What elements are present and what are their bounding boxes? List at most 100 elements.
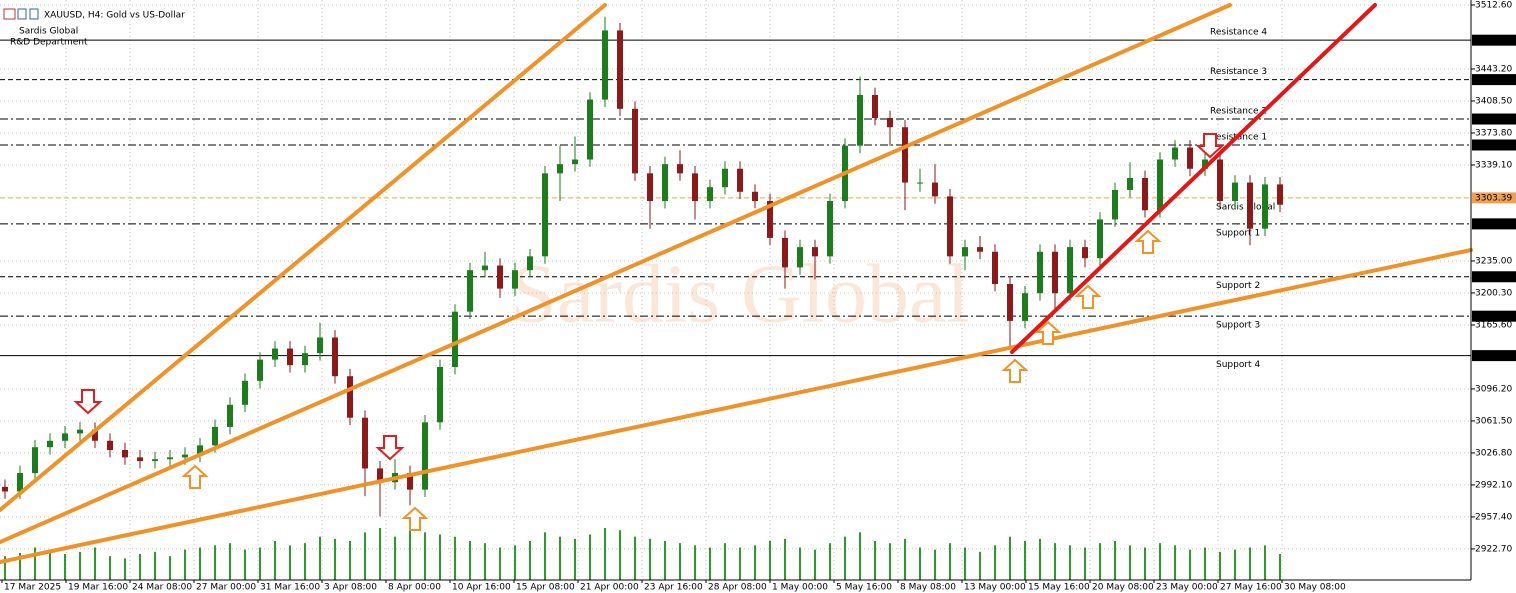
x-tick-label: 13 May 00:00	[964, 583, 1026, 593]
volume-bar	[34, 547, 36, 580]
candle-body	[302, 353, 308, 366]
candle-body	[602, 30, 608, 100]
volume-bar	[169, 556, 171, 580]
volume-bar	[769, 541, 771, 580]
volume-bar	[709, 547, 711, 580]
volumes	[4, 528, 1281, 580]
trendline	[0, 248, 1473, 564]
candle-body	[377, 468, 383, 483]
candle-body	[827, 201, 833, 257]
subtitle: Sardis Global	[19, 27, 78, 37]
volume-bar	[904, 538, 906, 580]
candle-body	[1202, 159, 1208, 169]
candle-body	[557, 164, 563, 174]
x-tick-label: 31 Mar 16:00	[260, 583, 320, 593]
arrows	[73, 133, 1225, 531]
x-tick-label: 15 Apr 08:00	[516, 583, 575, 593]
volume-bar	[754, 545, 756, 580]
level-price: 3474.43	[1475, 36, 1512, 46]
volume-bar	[1009, 536, 1011, 580]
candle-body	[752, 191, 758, 202]
candle-body	[1067, 247, 1073, 294]
volume-bar	[319, 536, 321, 580]
volume-bar	[799, 547, 801, 580]
candle-body	[932, 182, 938, 197]
up-arrow	[1001, 358, 1029, 383]
candle-body	[512, 270, 518, 289]
volume-bar	[1069, 545, 1071, 580]
candle-body	[212, 426, 218, 446]
volume-bar	[199, 547, 201, 580]
candle-body	[1022, 293, 1028, 321]
volume-bar	[409, 530, 411, 580]
y-tick-label: 2992.10	[1475, 480, 1512, 490]
candle-body	[1262, 184, 1268, 229]
candle-body	[767, 201, 773, 238]
candle-body	[677, 164, 683, 174]
volume-bar	[1204, 547, 1206, 580]
level-price: 3175.11	[1475, 312, 1512, 322]
candle-body	[257, 359, 263, 381]
level-name: Support 1	[1216, 228, 1260, 238]
y-tick-label: 3096.20	[1475, 384, 1512, 394]
volume-bar	[1174, 545, 1176, 580]
candle-body	[482, 265, 488, 271]
volume-bar	[484, 543, 486, 580]
y-tick-label: 3061.50	[1475, 416, 1512, 426]
volume-bar	[154, 551, 156, 580]
candle-body	[857, 94, 863, 146]
candle-body	[962, 247, 968, 257]
volume-bar	[964, 547, 966, 580]
volume-bar	[229, 543, 231, 580]
watermark: Sardis Global	[510, 247, 970, 340]
x-tick-label: 8 May 08:00	[900, 583, 956, 593]
volume-bar	[454, 536, 456, 580]
candle-body	[47, 440, 53, 448]
candle-body	[1052, 251, 1058, 294]
candle-body	[437, 366, 443, 423]
x-tick-label: 17 Mar 2025	[4, 583, 61, 593]
down-arrow	[375, 435, 405, 461]
x-tick-label: 19 Mar 16:00	[68, 583, 128, 593]
level-price: 3388.91	[1475, 115, 1512, 125]
candle-body	[107, 440, 113, 450]
candle-body	[527, 256, 533, 271]
x-tick-label: 27 May 16:00	[1220, 583, 1282, 593]
volume-bar	[244, 549, 246, 580]
level-name: Resistance 2	[1210, 107, 1267, 117]
x-tick-label: 24 Mar 08:00	[132, 583, 192, 593]
volume-bar	[829, 543, 831, 580]
icon	[29, 8, 39, 20]
y-tick-label: 2957.40	[1475, 512, 1512, 522]
x-tick-label: 20 May 08:00	[1092, 583, 1154, 593]
y-tick-label: 3339.10	[1475, 160, 1512, 170]
volume-bar	[109, 556, 111, 580]
volume-bar	[934, 549, 936, 580]
trendline	[1010, 3, 1377, 354]
level-price: 3360.75	[1475, 141, 1512, 151]
level-price-box	[1472, 350, 1516, 362]
candle-body	[872, 94, 878, 119]
volume-bar	[379, 528, 381, 580]
volume-bar	[49, 549, 51, 580]
volume-bar	[889, 543, 891, 580]
volume-bar	[604, 528, 606, 580]
x-tick-label: 5 May 16:00	[836, 583, 892, 593]
level-name: Resistance 3	[1210, 67, 1267, 77]
candle-body	[992, 251, 998, 285]
volume-bar	[514, 545, 516, 580]
x-tick-label: 30 May 08:00	[1284, 583, 1346, 593]
volume-bar	[1054, 543, 1056, 580]
x-tick-label: 23 Apr 16:00	[644, 583, 703, 593]
subtitle: R&D Department	[10, 38, 88, 48]
level-price-box	[1472, 192, 1516, 204]
volume-bar	[94, 547, 96, 580]
volume-bar	[79, 551, 81, 580]
up-arrow	[1074, 284, 1102, 309]
level-price-box	[1472, 74, 1516, 86]
candle-body	[1082, 247, 1088, 259]
candle-body	[152, 459, 158, 462]
volume-bar	[1114, 541, 1116, 580]
trendlines	[0, 3, 1473, 564]
